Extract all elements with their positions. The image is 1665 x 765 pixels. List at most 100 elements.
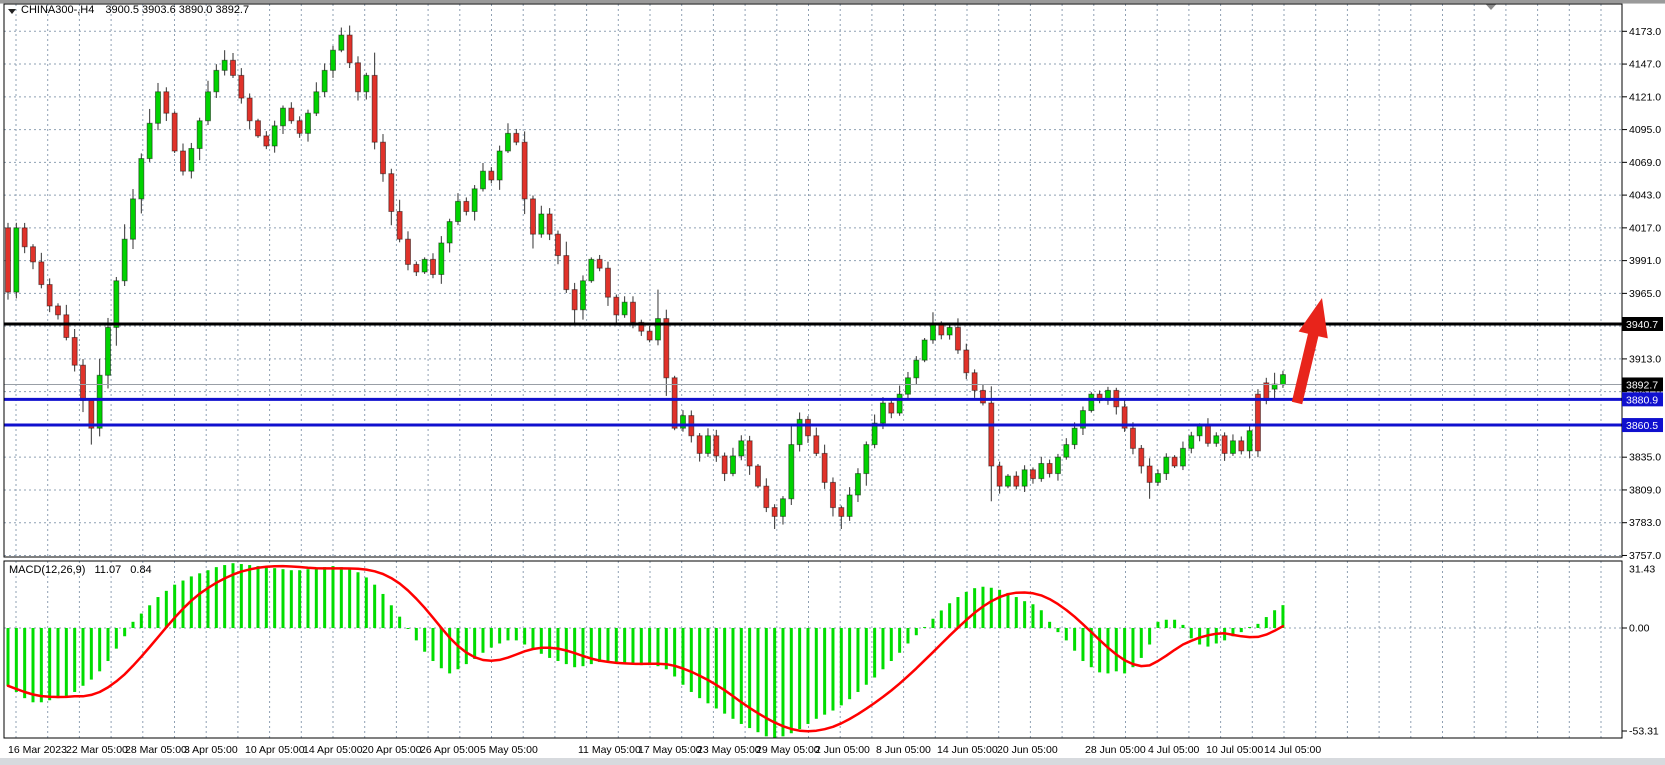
candle-body <box>29 246 36 263</box>
candle-body <box>646 330 653 341</box>
macd-bar <box>431 628 435 662</box>
macd-bar <box>348 569 352 628</box>
candle-body <box>479 170 486 190</box>
price-tick-label: 3913.0 <box>1629 353 1661 365</box>
candle-body <box>271 125 278 147</box>
macd-bar <box>673 628 677 677</box>
candle-body <box>471 188 478 212</box>
candle-body <box>1038 462 1045 480</box>
top-scroll-strip[interactable] <box>0 0 1665 3</box>
candle-body <box>771 507 778 517</box>
bottom-window-strip <box>0 758 1665 765</box>
macd-bar <box>1173 619 1177 628</box>
candle-body <box>1188 435 1195 449</box>
candle-body <box>1029 469 1036 480</box>
macd-bar <box>281 569 285 628</box>
macd-bar <box>764 628 768 737</box>
candle-body <box>996 465 1003 487</box>
macd-bar <box>364 577 368 628</box>
macd-bar <box>389 605 393 628</box>
candle-body <box>46 284 53 307</box>
candle-body <box>54 305 61 316</box>
candle-body <box>221 59 228 71</box>
macd-bar <box>1123 628 1127 674</box>
chart-shift-marker[interactable] <box>1486 4 1496 11</box>
macd-bar <box>423 628 427 652</box>
macd-bar <box>1181 624 1185 628</box>
candle-body <box>71 336 78 366</box>
price-tick-label: 3783.0 <box>1629 517 1661 529</box>
macd-bar <box>864 628 868 685</box>
candle-body <box>96 374 103 429</box>
price-tick-label: 4147.0 <box>1629 59 1661 71</box>
macd-bar <box>998 589 1002 628</box>
macd-bar <box>756 628 760 733</box>
macd-bar <box>173 584 177 628</box>
candle-body <box>563 255 570 291</box>
macd-bar <box>73 628 77 692</box>
macd-bar <box>989 587 993 628</box>
macd-bar <box>639 628 643 666</box>
candle-body <box>296 120 303 134</box>
macd-bar <box>498 628 502 644</box>
macd-bar <box>1098 628 1102 673</box>
time-label: 11 May 05:00 <box>578 744 641 756</box>
macd-bar <box>1039 610 1043 628</box>
candle-body <box>746 440 753 467</box>
price-badge-label: 3880.9 <box>1626 394 1658 406</box>
candle-body <box>454 200 461 223</box>
macd-signal-line <box>6 564 1285 733</box>
macd-bar <box>698 628 702 699</box>
candle-body <box>246 97 253 122</box>
price-tick-label: 3757.0 <box>1629 550 1661 562</box>
candle-body <box>79 364 86 401</box>
candle-body <box>1204 425 1211 444</box>
macd-bar <box>89 628 93 680</box>
candle-body <box>738 440 745 457</box>
time-label: 14 Apr 05:00 <box>303 744 363 756</box>
candlesticks[interactable] <box>5 25 1286 530</box>
macd-bar <box>948 603 952 628</box>
time-label: 28 Jun 05:00 <box>1085 744 1146 756</box>
macd-bar <box>1148 628 1152 645</box>
macd-tick-label: 0.00 <box>1629 623 1650 635</box>
macd-bar <box>139 613 143 628</box>
up-arrow-annotation[interactable] <box>1291 298 1328 405</box>
candle-body <box>329 49 336 71</box>
candle-body <box>1138 447 1145 467</box>
candle-body <box>263 135 270 147</box>
macd-bar <box>298 570 302 628</box>
candle-body <box>913 359 920 379</box>
macd-bar <box>1139 628 1143 658</box>
time-label: 20 Jun 05:00 <box>997 744 1058 756</box>
time-label: 14 Jul 05:00 <box>1264 744 1321 756</box>
price-badge <box>1622 392 1663 407</box>
candle-body <box>38 261 45 286</box>
macd-bar <box>339 567 343 628</box>
macd-bar <box>789 628 793 734</box>
macd-bar <box>56 628 60 699</box>
macd-bar <box>589 628 593 665</box>
candle-body <box>146 122 153 160</box>
candle-body <box>288 107 295 122</box>
candle-body <box>113 280 120 328</box>
candle-body <box>704 435 711 454</box>
candle-body <box>1196 425 1203 437</box>
macd-bar <box>631 628 635 665</box>
candle-body <box>63 314 70 338</box>
macd-bar <box>731 628 735 719</box>
macd-bar <box>114 628 118 649</box>
price-tick-label: 3991.0 <box>1629 255 1661 267</box>
candle-body <box>13 227 20 293</box>
macd-bar <box>231 563 235 628</box>
candle-body <box>796 418 803 446</box>
macd-bar <box>148 605 152 628</box>
macd-bar <box>798 628 802 730</box>
macd-bar <box>523 628 527 645</box>
macd-bar <box>198 573 202 628</box>
candle-body <box>1063 444 1070 458</box>
macd-bar <box>914 628 918 636</box>
candle-body <box>179 150 186 172</box>
